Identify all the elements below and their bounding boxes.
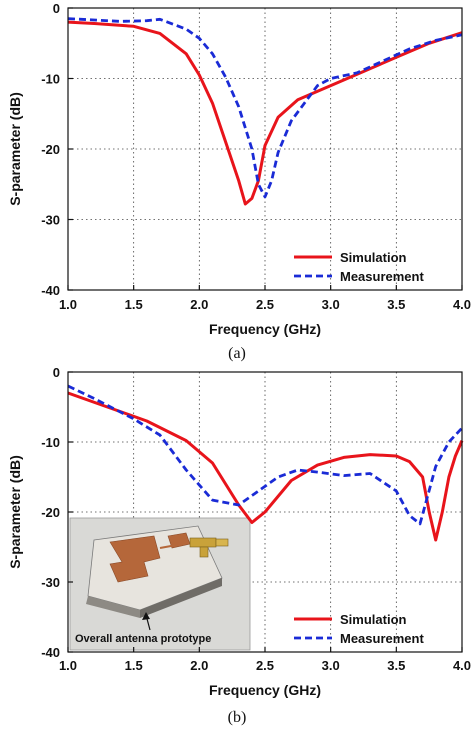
y-tick-label: -30: [41, 213, 60, 228]
y-axis-label: S-parameter (dB): [7, 92, 23, 206]
x-axis-label: Frequency (GHz): [209, 321, 321, 337]
x-tick-label: 4.0: [453, 658, 471, 673]
y-tick-label: -20: [41, 142, 60, 157]
x-tick-label: 4.0: [453, 297, 471, 312]
x-tick-label: 2.0: [190, 658, 208, 673]
inset-caption: Overall antenna prototype: [75, 633, 211, 645]
x-tick-label: 3.5: [387, 658, 405, 673]
copper-patch: [109, 535, 161, 583]
panel-caption: (b): [228, 709, 247, 726]
x-tick-label: 1.0: [59, 297, 77, 312]
x-tick-label: 2.0: [190, 297, 208, 312]
y-tick-label: -10: [41, 435, 60, 450]
legend: Simulation Measurement: [294, 250, 424, 284]
y-tick-label: -20: [41, 505, 60, 520]
x-tick-label: 1.0: [59, 658, 77, 673]
arrow-head-icon: [142, 612, 150, 620]
chart-panel-a: 1.0 1.5 2.0 2.5 3.0 3.5 4.0 0 -10 -20 -30 -40 Freque…: [7, 1, 471, 362]
series-line-simulation: [67, 391, 464, 542]
substrate-edge-left: [86, 596, 140, 618]
sma-connector-base: [199, 546, 209, 558]
sma-connector-icon: [189, 537, 217, 548]
y-tick-label: -40: [41, 283, 60, 298]
antenna-prototype-photo: Overall antenna prototype: [69, 517, 251, 651]
chart-panel-b: Overall antenna prototype 1.0 1.5 2.0 2.5 3.0…: [7, 365, 471, 726]
legend-label-measurement: Measurement: [340, 631, 424, 646]
legend: Simulation Measurement: [294, 612, 424, 646]
legend-label-simulation: Simulation: [340, 250, 407, 265]
series-line-measurement: [67, 384, 464, 526]
x-tick-label: 3.0: [322, 658, 340, 673]
panel-caption: (a): [228, 345, 246, 362]
x-tick-label: 2.5: [256, 297, 274, 312]
x-tick-label: 1.5: [125, 658, 143, 673]
series-line-measurement: [67, 17, 463, 199]
x-tick-label: 1.5: [125, 297, 143, 312]
x-axis-label: Frequency (GHz): [209, 682, 321, 698]
x-tick-label: 2.5: [256, 658, 274, 673]
legend-label-measurement: Measurement: [340, 269, 424, 284]
substrate-edge-right: [140, 578, 222, 618]
y-axis-label: S-parameter (dB): [7, 455, 23, 569]
y-tick-label: -40: [41, 645, 60, 660]
x-tick-label: 3.5: [387, 297, 405, 312]
y-tick-label: -10: [41, 72, 60, 87]
legend-label-simulation: Simulation: [340, 612, 407, 627]
x-tick-label: 3.0: [322, 297, 340, 312]
feed-line: [159, 543, 183, 549]
y-tick-label: -30: [41, 575, 60, 590]
sma-connector-tip: [215, 538, 229, 547]
y-tick-label: 0: [53, 1, 60, 16]
y-tick-label: 0: [53, 365, 60, 380]
